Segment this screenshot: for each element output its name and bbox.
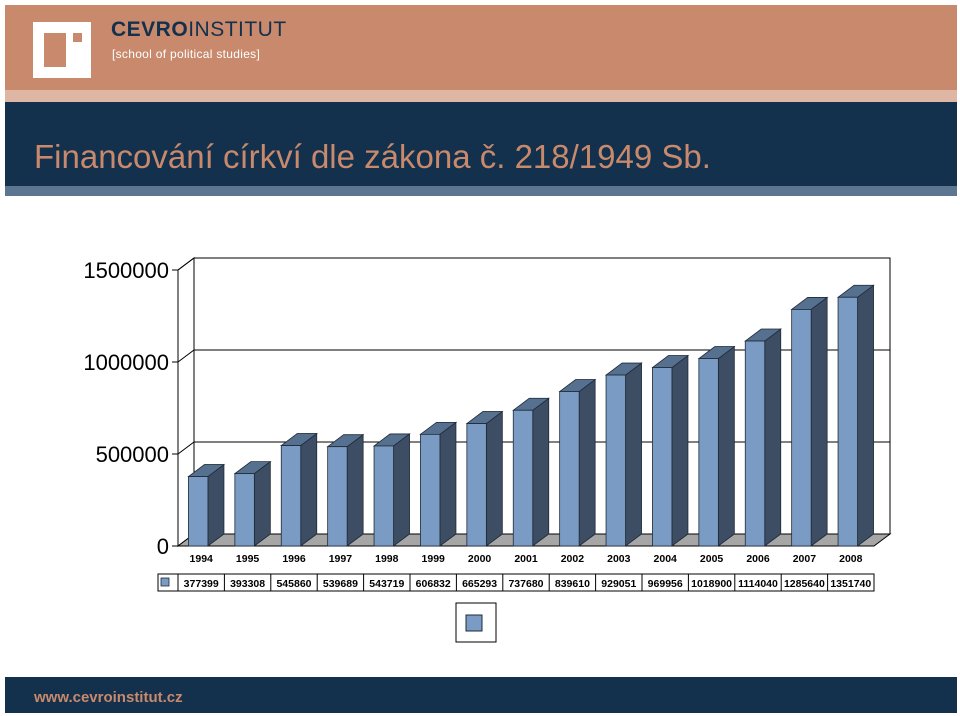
logo-name-regular: INSTITUT xyxy=(188,18,287,41)
bar xyxy=(512,409,534,547)
y-tick-label: 0 xyxy=(157,534,169,559)
bar-side xyxy=(439,421,457,547)
data-value-label: 377399 xyxy=(184,578,219,590)
x-tick-label: 1998 xyxy=(375,553,399,565)
bar-side xyxy=(346,433,364,547)
logo-icon xyxy=(33,22,91,78)
bar xyxy=(420,433,441,547)
header-band xyxy=(5,5,957,90)
data-value-label: 1114040 xyxy=(738,578,778,590)
x-tick-label: 2000 xyxy=(468,553,492,565)
y-tick-label: 1500000 xyxy=(83,258,169,283)
bar-side xyxy=(764,328,782,547)
data-value-label: 969956 xyxy=(648,578,683,590)
bar xyxy=(698,358,719,547)
x-tick-label: 1995 xyxy=(236,553,260,565)
x-tick-label: 2005 xyxy=(700,553,724,565)
bar-side xyxy=(253,460,271,547)
bar xyxy=(605,374,626,547)
data-table-row xyxy=(157,573,875,592)
bar xyxy=(373,445,394,547)
bar-side xyxy=(207,463,225,547)
data-value-label: 543719 xyxy=(369,578,404,590)
slide-title: Financování církví dle zákona č. 218/194… xyxy=(34,138,711,175)
data-value-label: 606832 xyxy=(416,578,451,590)
bar-side xyxy=(857,284,874,547)
bar-side xyxy=(717,345,735,547)
bar xyxy=(791,309,812,547)
data-value-label: 839610 xyxy=(555,578,590,590)
data-value-label: 393308 xyxy=(230,578,265,590)
x-tick-label: 2004 xyxy=(654,553,678,565)
logo-name-bold: CEVRO xyxy=(111,18,189,41)
logo-wordmark: CEVROINSTITUT xyxy=(111,19,287,41)
data-value-label: 1351740 xyxy=(830,578,871,590)
data-value-label: 737680 xyxy=(508,578,543,590)
x-tick-label: 1999 xyxy=(422,553,446,565)
header-accent-stripe xyxy=(5,90,957,102)
x-tick-label: 2006 xyxy=(746,553,770,565)
bar xyxy=(744,340,766,547)
bar xyxy=(837,296,858,547)
data-value-label: 1285640 xyxy=(784,578,825,590)
legend xyxy=(455,602,497,643)
legend-swatch xyxy=(465,614,483,632)
footer-band xyxy=(5,677,957,713)
x-tick-label: 2007 xyxy=(793,553,817,565)
data-value-label: 1018900 xyxy=(691,578,732,590)
x-tick-label: 1997 xyxy=(329,553,353,565)
bar-side xyxy=(485,410,503,547)
title-stripe xyxy=(5,186,957,196)
bar xyxy=(559,391,580,547)
data-value-label: 929051 xyxy=(601,578,636,590)
bar xyxy=(652,367,673,547)
gridline xyxy=(177,349,890,363)
bar xyxy=(466,423,487,547)
bar-side xyxy=(532,397,550,547)
bar-side xyxy=(671,354,689,547)
bar-side xyxy=(393,433,410,547)
bar-side xyxy=(810,296,828,547)
logo-subtitle: [school of political studies] xyxy=(112,47,261,61)
data-value-label: 539689 xyxy=(323,578,358,590)
x-tick-label: 2008 xyxy=(839,553,863,565)
x-tick-label: 1996 xyxy=(282,553,306,565)
gridline xyxy=(177,257,890,271)
bar-side xyxy=(578,378,596,547)
data-value-label: 665293 xyxy=(462,578,497,590)
x-tick-label: 2001 xyxy=(514,553,538,565)
footer-url: www.cevroinstitut.cz xyxy=(34,689,183,706)
bar-side xyxy=(625,362,642,547)
bar xyxy=(280,445,302,547)
bar xyxy=(327,446,348,547)
data-table-legend-key xyxy=(160,577,170,587)
title-band xyxy=(5,102,957,186)
x-tick-label: 2003 xyxy=(607,553,631,565)
bar xyxy=(188,476,209,547)
y-tick-label: 500000 xyxy=(96,442,169,467)
x-tick-label: 2002 xyxy=(561,553,585,565)
bar-side xyxy=(300,432,318,547)
data-value-label: 545860 xyxy=(276,578,311,590)
y-tick-label: 1000000 xyxy=(83,350,169,375)
x-tick-label: 1994 xyxy=(190,553,214,565)
bar xyxy=(234,473,255,547)
